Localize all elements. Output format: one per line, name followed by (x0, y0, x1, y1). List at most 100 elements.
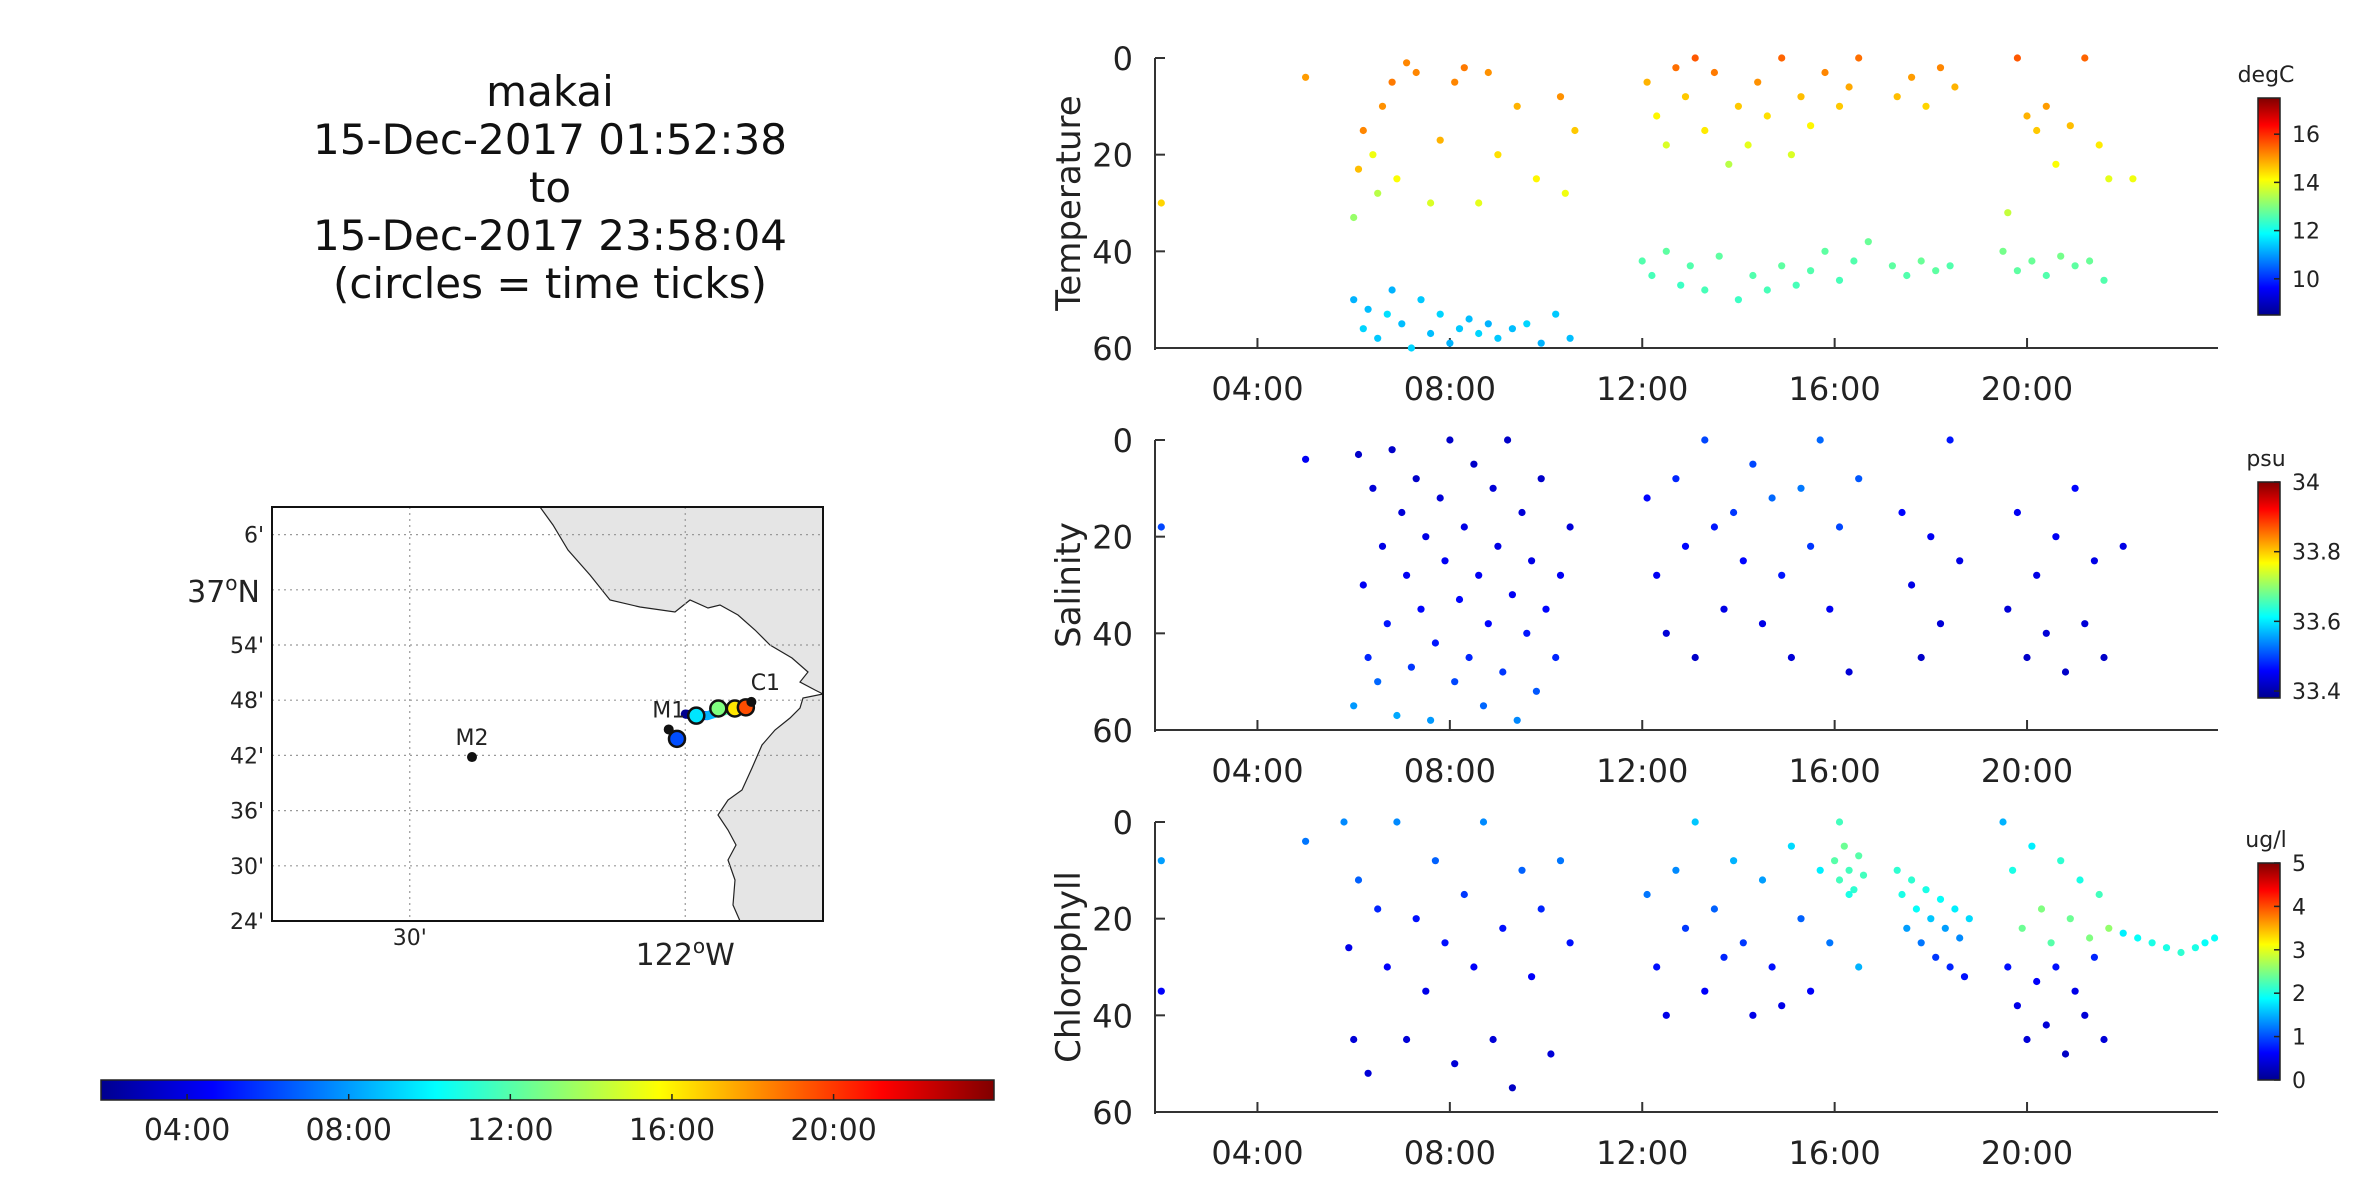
data-point (1965, 915, 1973, 923)
data-point (2095, 141, 2103, 149)
data-point (1446, 436, 1454, 444)
data-point (2211, 934, 2219, 942)
data-point (1720, 605, 1728, 613)
data-point (1374, 905, 1382, 913)
data-point (2052, 533, 2060, 541)
data-point (2090, 953, 2098, 961)
end-time: 15-Dec-2017 23:58:04 (313, 211, 787, 260)
data-point (1850, 257, 1858, 265)
station-marker-c1 (746, 696, 757, 707)
data-point (1436, 310, 1444, 318)
data-point (1157, 199, 1165, 207)
data-point (1441, 939, 1449, 947)
data-point (2023, 653, 2031, 662)
data-point (1908, 73, 1916, 81)
data-point (1936, 64, 1945, 72)
time-colorbar-label: 12:00 (467, 1113, 553, 1148)
data-point (1792, 281, 1800, 289)
data-point (1374, 678, 1382, 686)
data-point (1643, 78, 1651, 86)
data-point (1475, 329, 1483, 338)
data-point (1552, 653, 1560, 662)
data-point (2201, 939, 2209, 947)
data-point (1835, 523, 1844, 531)
data-point (1730, 857, 1738, 865)
x-tick-label: 16:00 (1789, 1134, 1881, 1172)
colorbar-tick-label: 2 (2292, 982, 2306, 1007)
data-point (1845, 866, 1853, 874)
data-point (2033, 126, 2041, 135)
data-point (1345, 944, 1353, 952)
data-point (1778, 571, 1786, 579)
data-point (1850, 886, 1858, 894)
data-point (1807, 542, 1815, 550)
data-point (2191, 944, 2199, 952)
data-point (1835, 102, 1844, 110)
data-point (2042, 1021, 2050, 1029)
vehicle-name: makai (486, 67, 614, 116)
data-point (1691, 54, 1699, 62)
data-point (1412, 475, 1420, 483)
data-point (1787, 151, 1795, 159)
data-point (1710, 905, 1718, 913)
data-point (2004, 963, 2012, 971)
data-point (1922, 102, 1930, 110)
station-label-m2: M2 (456, 726, 489, 751)
data-point (1354, 450, 1363, 459)
data-point (1898, 508, 1906, 517)
data-point (1412, 915, 1420, 923)
time-colorbar-label: 04:00 (144, 1113, 230, 1148)
data-point (1393, 175, 1401, 183)
data-point (1917, 939, 1925, 947)
data-point (1662, 629, 1670, 637)
data-point (1893, 93, 1901, 101)
station-marker-m2 (467, 752, 478, 763)
data-point (1826, 605, 1834, 613)
data-point (1787, 842, 1795, 850)
time-colorbar-label: 20:00 (790, 1113, 876, 1148)
data-point (1681, 542, 1690, 550)
data-point (1840, 842, 1848, 850)
map-lat-label: 24' (230, 910, 264, 935)
data-point (1364, 653, 1372, 662)
data-point (2028, 842, 2036, 850)
data-point (1359, 581, 1367, 589)
colorbar-tick-label: 16 (2292, 123, 2320, 148)
data-point (2004, 605, 2012, 613)
x-tick-label: 08:00 (1404, 1134, 1496, 1172)
data-point (1479, 818, 1488, 826)
data-point (1720, 953, 1728, 961)
data-point (1845, 668, 1853, 676)
data-point (1859, 871, 1868, 879)
data-point (1831, 857, 1839, 865)
data-point (2071, 262, 2079, 270)
data-point (1302, 837, 1310, 845)
data-point (2081, 620, 2089, 628)
data-point (1797, 915, 1805, 923)
data-point (1537, 339, 1545, 347)
colorbar-tick-label: 33.8 (2292, 541, 2341, 566)
y-axis-label: Chlorophyll (1049, 871, 1089, 1063)
data-point (1369, 151, 1377, 159)
data-point (1807, 122, 1815, 130)
data-point (2037, 905, 2046, 913)
colorbar-unit: degC (2238, 63, 2295, 88)
data-point (1960, 973, 1969, 981)
data-point (1455, 595, 1464, 604)
data-point (1835, 876, 1844, 884)
data-point (1758, 876, 1767, 884)
data-point (1951, 83, 1959, 91)
data-point (1523, 320, 1531, 328)
data-point (1672, 64, 1680, 72)
y-tick-label: 40 (1092, 233, 1133, 271)
data-point (1499, 668, 1507, 676)
data-point (1681, 93, 1690, 101)
map-lat-label: 42' (230, 744, 264, 769)
x-tick-label: 08:00 (1404, 752, 1496, 790)
data-point (1835, 276, 1844, 284)
start-time: 15-Dec-2017 01:52:38 (313, 115, 787, 164)
data-point (1946, 963, 1954, 971)
data-point (1681, 924, 1690, 932)
data-point (1528, 973, 1536, 981)
